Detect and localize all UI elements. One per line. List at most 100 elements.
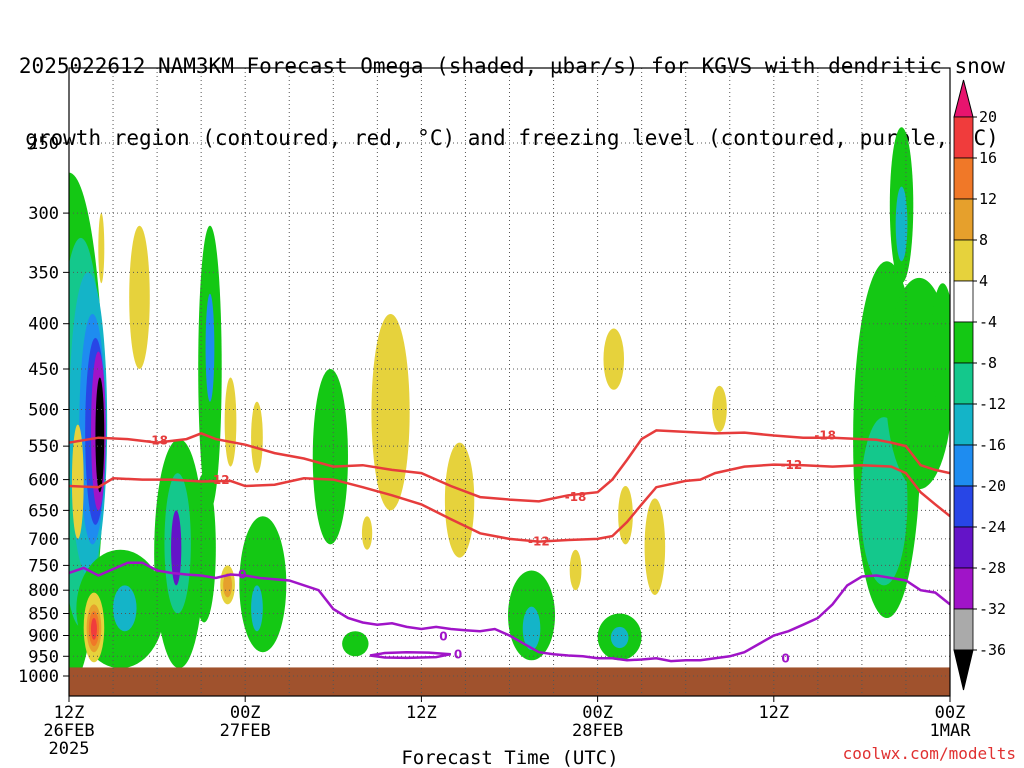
omega-shading bbox=[69, 127, 950, 688]
contour-label-1: -18 bbox=[565, 490, 587, 504]
omega-area-46 bbox=[569, 549, 582, 591]
colorbar-label-4: 4 bbox=[979, 272, 988, 290]
x-tick-label-24-0: 12Z bbox=[406, 703, 437, 723]
contour-line-6 bbox=[69, 561, 950, 663]
contour-label-5: -12 bbox=[781, 458, 803, 472]
omega-area-47 bbox=[712, 385, 727, 432]
omega-area-42 bbox=[361, 516, 373, 550]
y-tick-label-500: 500 bbox=[28, 401, 59, 421]
colorbar: 20 16 12 8 4 -4 -8 -12 -16 -20 -24 -28 -32 -36 bbox=[953, 79, 1006, 691]
colorbar-label-9: -20 bbox=[979, 477, 1006, 495]
omega-area-44 bbox=[644, 498, 666, 595]
contour-label-9: 0 bbox=[781, 651, 789, 665]
x-tick-label-12-1: 27FEB bbox=[220, 721, 271, 741]
colorbar-label-3: 8 bbox=[979, 231, 988, 249]
contour-line-0 bbox=[69, 429, 950, 503]
colorbar-bin-12 bbox=[953, 567, 974, 610]
y-tick-label-900: 900 bbox=[28, 626, 59, 646]
omega-area-39 bbox=[251, 401, 263, 474]
y-tick-label-700: 700 bbox=[28, 530, 59, 550]
y-tick-label-950: 950 bbox=[28, 647, 59, 667]
y-tick-label-300: 300 bbox=[28, 204, 59, 224]
x-tick-label-0-1: 26FEB bbox=[43, 721, 94, 741]
axes: 2503003504004505005506006507007508008509… bbox=[18, 67, 971, 759]
contour-label-0: -18 bbox=[146, 434, 168, 448]
colorbar-label-7: -12 bbox=[979, 395, 1006, 413]
colorbar-bin-13 bbox=[953, 608, 974, 651]
omega-area-35 bbox=[98, 213, 105, 284]
chart-title: 2025022612 NAM3KM Forecast Omega (shaded… bbox=[0, 6, 1024, 174]
omega-area-15 bbox=[239, 516, 287, 653]
colorbar-bin-9 bbox=[953, 444, 974, 487]
omega-area-41 bbox=[444, 442, 475, 558]
omega-area-17 bbox=[312, 368, 348, 545]
colorbar-bin-1 bbox=[953, 116, 974, 159]
chart-title-line1: 2025022612 NAM3KM Forecast Omega (shaded… bbox=[18, 54, 1006, 78]
x-tick-label-12-0: 00Z bbox=[230, 703, 261, 723]
colorbar-label-11: -28 bbox=[979, 559, 1006, 577]
colorbar-bin-7 bbox=[953, 362, 974, 405]
chart-title-line2: growth region (contoured, red, °C) and f… bbox=[25, 126, 999, 150]
colorbar-label-5: -4 bbox=[979, 313, 997, 331]
omega-area-36 bbox=[224, 377, 237, 467]
omega-area-40 bbox=[371, 313, 410, 511]
omega-area-22 bbox=[610, 626, 629, 649]
colorbar-label-12: -32 bbox=[979, 600, 1006, 618]
colorbar-bin-10 bbox=[953, 485, 974, 528]
credit-link[interactable]: coolwx.com/modelts bbox=[842, 744, 1016, 763]
colorbar-label-1: 16 bbox=[979, 149, 997, 167]
colorbar-label-8: -16 bbox=[979, 436, 1006, 454]
x-tick-label-0-0: 12Z bbox=[54, 703, 85, 723]
y-tick-label-1000: 1000 bbox=[18, 667, 59, 687]
omega-area-20 bbox=[522, 606, 541, 651]
omega-area-33 bbox=[90, 618, 97, 640]
omega-area-29 bbox=[71, 424, 84, 539]
colorbar-top-arrow bbox=[953, 79, 974, 118]
omega-area-11 bbox=[171, 510, 182, 586]
colorbar-label-13: -36 bbox=[979, 641, 1006, 659]
x-tick-label-36-0: 00Z bbox=[582, 703, 613, 723]
y-tick-label-850: 850 bbox=[28, 605, 59, 625]
plot-frame bbox=[68, 67, 951, 697]
omega-area-14 bbox=[192, 473, 216, 623]
x-axis-label: Forecast Time (UTC) bbox=[401, 747, 618, 768]
y-tick-label-450: 450 bbox=[28, 360, 59, 380]
colorbar-label-0: 20 bbox=[979, 108, 997, 126]
colorbar-label-6: -8 bbox=[979, 354, 997, 372]
y-tick-label-750: 750 bbox=[28, 556, 59, 576]
omega-area-8 bbox=[113, 585, 137, 632]
omega-area-28 bbox=[930, 283, 950, 410]
omega-area-16 bbox=[251, 585, 263, 632]
y-tick-label-650: 650 bbox=[28, 501, 59, 521]
omega-area-27 bbox=[895, 186, 908, 262]
omega-area-6 bbox=[95, 377, 105, 493]
colorbar-bin-11 bbox=[953, 526, 974, 569]
y-tick-label-600: 600 bbox=[28, 471, 59, 491]
y-tick-label-350: 350 bbox=[28, 263, 59, 283]
contour-label-7: 0 bbox=[454, 648, 462, 662]
contour-label-3: -12 bbox=[208, 473, 230, 487]
omega-area-45 bbox=[618, 485, 633, 545]
omega-area-38 bbox=[223, 573, 232, 598]
colorbar-label-2: 12 bbox=[979, 190, 997, 208]
colorbar-bin-3 bbox=[953, 198, 974, 241]
contour-label-8: 0 bbox=[439, 629, 447, 643]
contour-label-4: -12 bbox=[528, 535, 550, 549]
contour-label-2: -18 bbox=[814, 429, 836, 443]
ground-fill bbox=[69, 667, 950, 696]
y-tick-label-400: 400 bbox=[28, 315, 59, 335]
contour-label-6: 0 bbox=[238, 568, 246, 582]
y-tick-label-800: 800 bbox=[28, 581, 59, 601]
x-tick-label-0-2: 2025 bbox=[49, 739, 90, 759]
x-tick-label-36-1: 28FEB bbox=[572, 721, 623, 741]
x-tick-label-48-0: 12Z bbox=[758, 703, 789, 723]
colorbar-label-10: -24 bbox=[979, 518, 1006, 536]
x-tick-label-60-0: 00Z bbox=[935, 703, 966, 723]
omega-area-43 bbox=[603, 328, 625, 390]
omega-area-34 bbox=[129, 225, 150, 369]
contour-line-3 bbox=[69, 463, 950, 543]
omega-area-13 bbox=[205, 293, 215, 402]
y-tick-label-550: 550 bbox=[28, 437, 59, 457]
